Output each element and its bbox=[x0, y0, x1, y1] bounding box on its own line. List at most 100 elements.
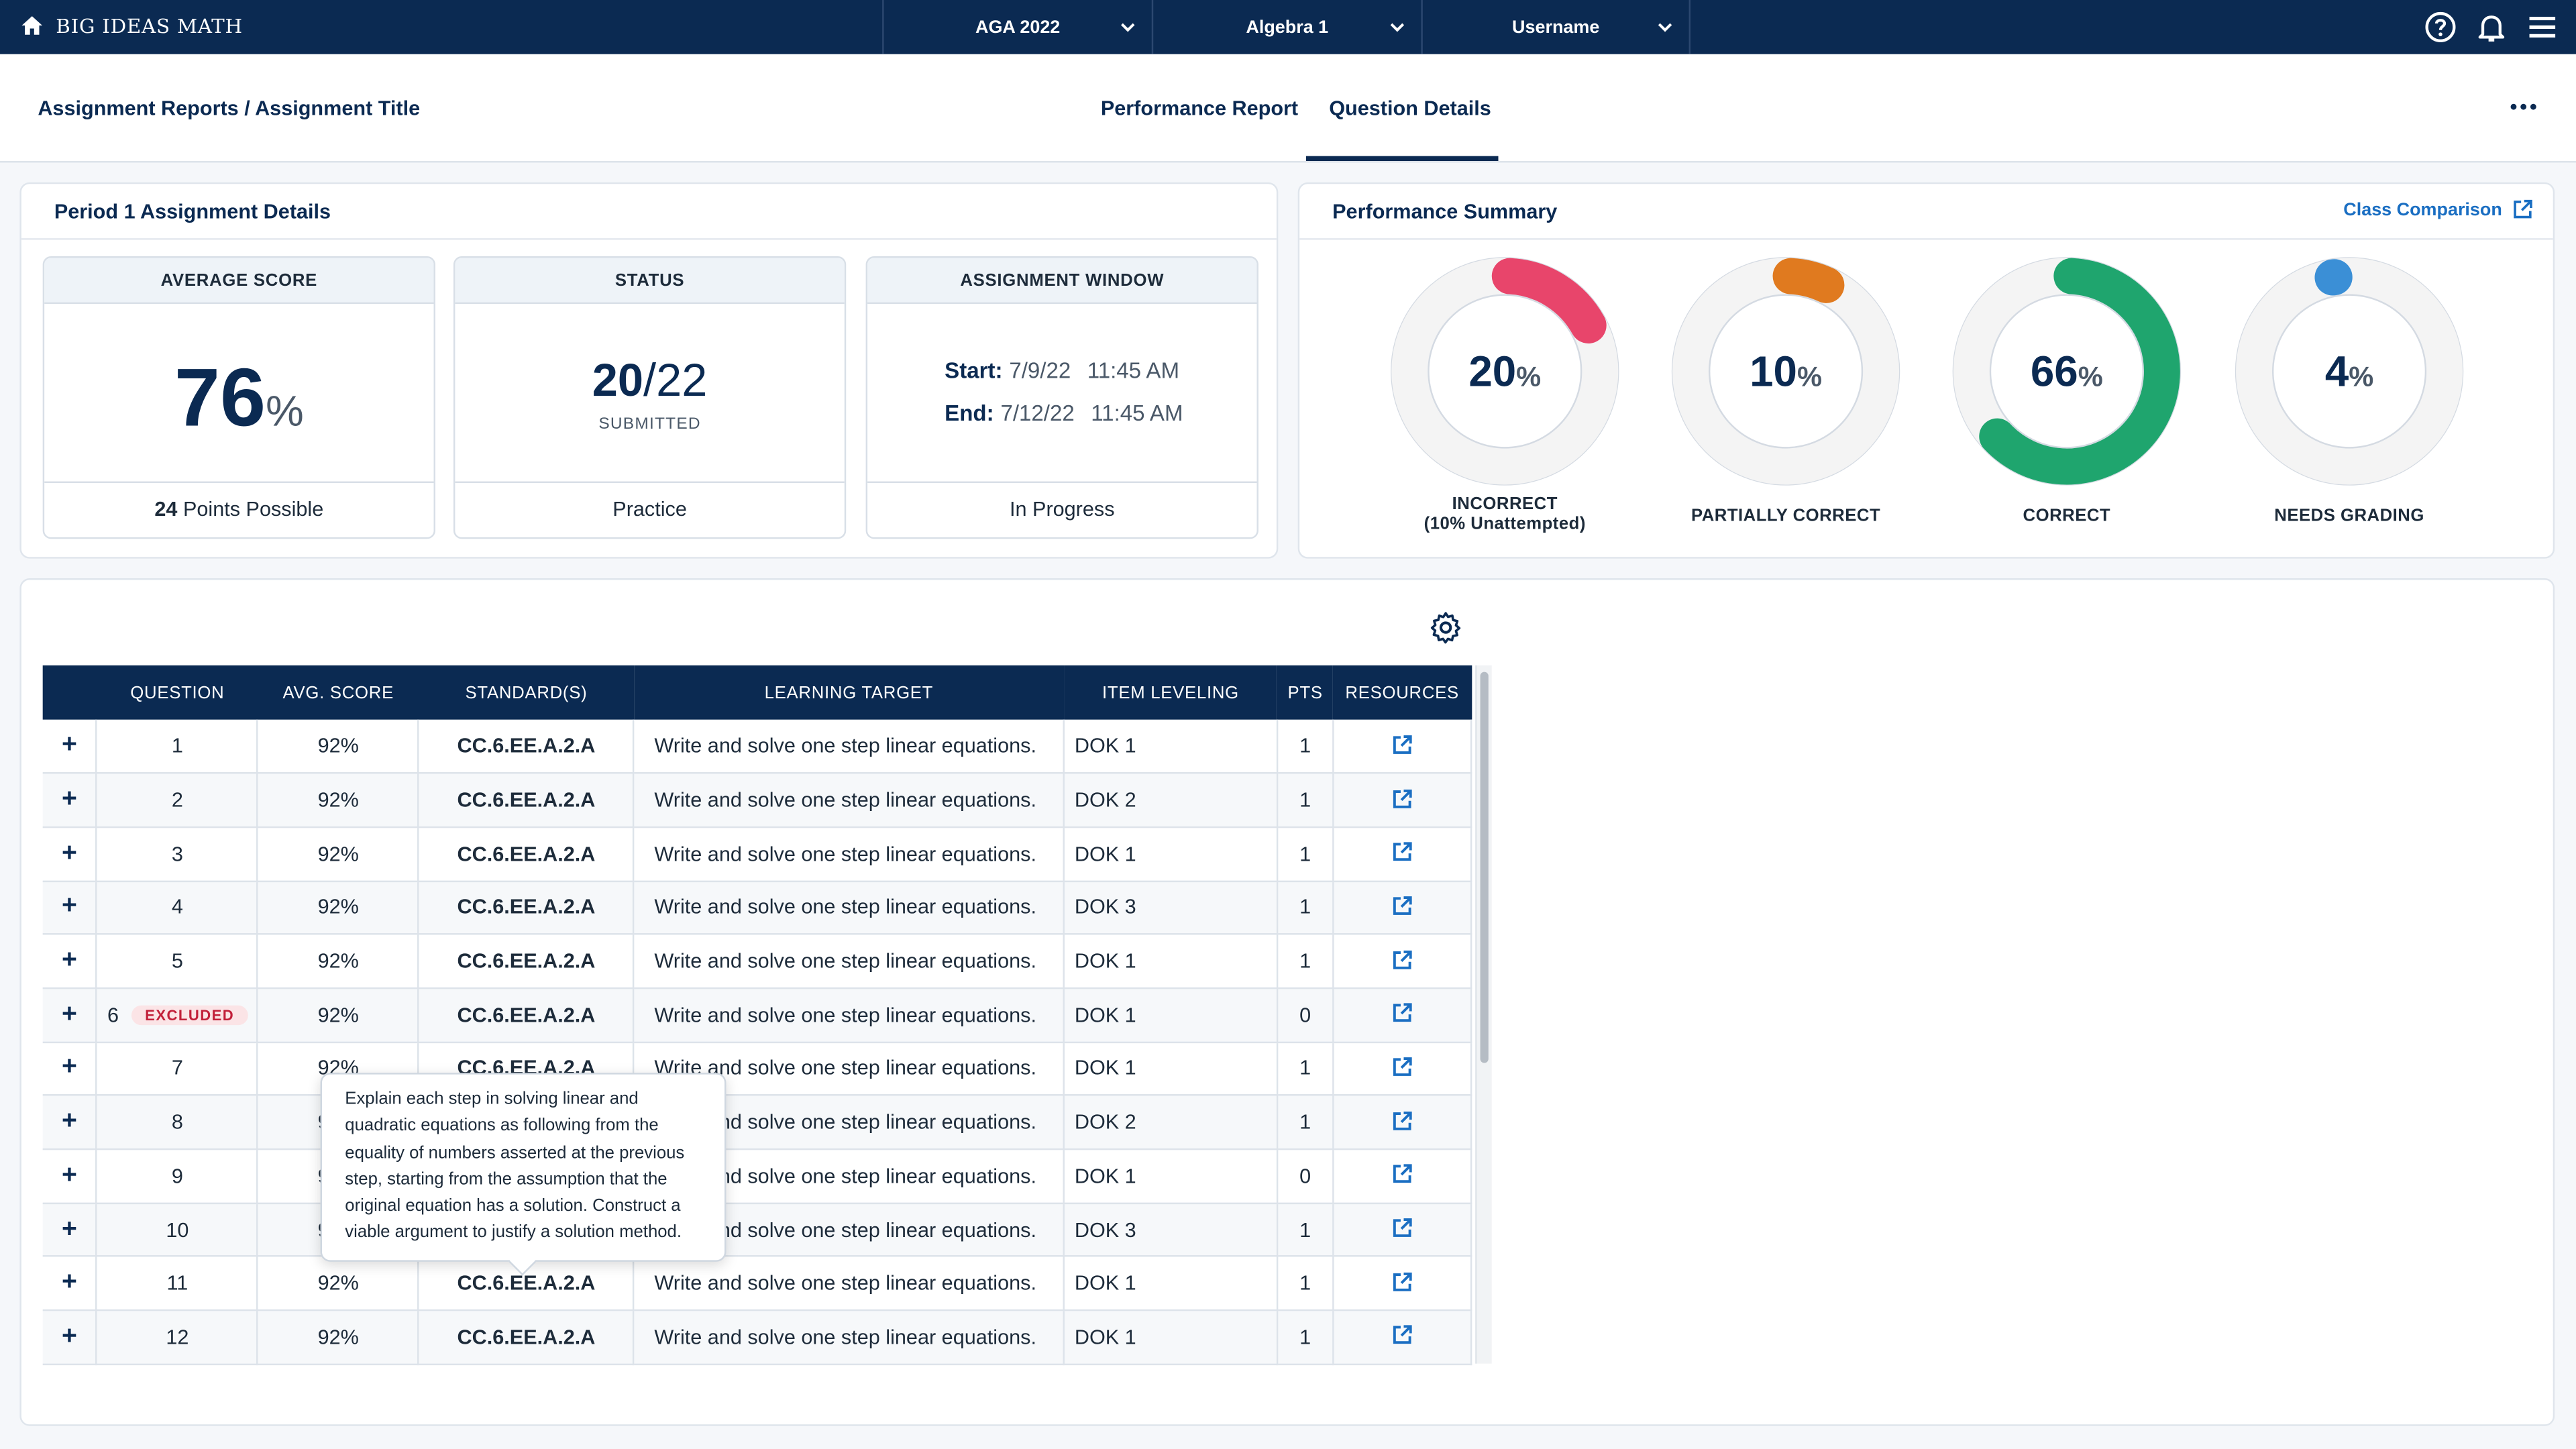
pts-cell: 1 bbox=[1277, 1256, 1334, 1311]
question-number: 2 bbox=[171, 788, 183, 812]
top-navigation-bar: BIG IDEAS MATH AGA 2022 Algebra 1 Userna… bbox=[0, 0, 2576, 54]
expand-row-button[interactable]: + bbox=[42, 826, 98, 882]
window-status: In Progress bbox=[867, 481, 1257, 537]
donut-value: 10% bbox=[1671, 347, 1901, 398]
scrollbar-thumb[interactable] bbox=[1480, 672, 1489, 1063]
expand-row-button[interactable]: + bbox=[42, 1149, 98, 1204]
start-label: Start: bbox=[945, 358, 1003, 383]
course-dropdown[interactable]: Algebra 1 bbox=[1151, 0, 1421, 54]
total-number: /22 bbox=[643, 354, 708, 406]
help-icon[interactable] bbox=[2423, 10, 2457, 44]
question-number: 11 bbox=[166, 1272, 189, 1295]
pts-cell: 1 bbox=[1277, 719, 1334, 774]
question-cell: 1 bbox=[97, 719, 259, 774]
chevron-down-icon bbox=[1658, 23, 1672, 32]
class-comparison-link[interactable]: Class Comparison bbox=[2343, 199, 2533, 220]
standard-cell[interactable]: CC.6.EE.A.2.A bbox=[419, 773, 635, 828]
expand-row-button[interactable]: + bbox=[42, 773, 98, 828]
brand-logo[interactable]: BIG IDEAS MATH bbox=[19, 13, 242, 38]
tab-question-details[interactable]: Question Details bbox=[1329, 97, 1491, 120]
resource-link[interactable] bbox=[1333, 934, 1472, 989]
question-number: 12 bbox=[166, 1326, 189, 1349]
external-link-icon bbox=[1393, 1057, 1412, 1076]
standard-cell[interactable]: CC.6.EE.A.2.A bbox=[419, 826, 635, 882]
question-column-header[interactable]: QUESTION bbox=[97, 665, 258, 720]
external-link-icon bbox=[1393, 788, 1412, 808]
resource-link[interactable] bbox=[1333, 1203, 1472, 1258]
resources-column-header: RESOURCES bbox=[1333, 665, 1472, 720]
donut-value: 20% bbox=[1390, 347, 1620, 398]
avg-score-column-header[interactable]: AVG. SCORE bbox=[258, 665, 419, 720]
submitted-count: 20/22 bbox=[455, 355, 844, 407]
question-cell: 9 bbox=[97, 1149, 259, 1204]
resource-link[interactable] bbox=[1333, 1256, 1472, 1311]
expand-row-button[interactable]: + bbox=[42, 1203, 98, 1258]
percent-sign: % bbox=[266, 386, 304, 435]
assignment-type: Practice bbox=[455, 481, 845, 537]
resource-link[interactable] bbox=[1333, 1149, 1472, 1204]
pts-column-header[interactable]: PTS bbox=[1277, 665, 1334, 720]
user-dropdown[interactable]: Username bbox=[1421, 0, 1691, 54]
donut-number: 4 bbox=[2324, 346, 2349, 396]
expand-row-button[interactable]: + bbox=[42, 880, 98, 936]
question-number: 5 bbox=[171, 949, 183, 973]
menu-icon[interactable] bbox=[2525, 10, 2559, 44]
donut-arc bbox=[1391, 258, 1619, 485]
pts-cell: 1 bbox=[1277, 826, 1334, 882]
more-options-icon[interactable] bbox=[2507, 91, 2540, 123]
resource-link[interactable] bbox=[1333, 773, 1472, 828]
item-leveling-cell: DOK 1 bbox=[1063, 987, 1279, 1043]
learning-target-column-header[interactable]: LEARNING TARGET bbox=[633, 665, 1064, 720]
table-row: +5 92% CC.6.EE.A.2.A Write and solve one st… bbox=[42, 934, 1472, 989]
resource-link[interactable] bbox=[1333, 826, 1472, 882]
table-scrollbar[interactable] bbox=[1475, 665, 1492, 1364]
resource-link[interactable] bbox=[1333, 1095, 1472, 1150]
brand-name: BIG IDEAS MATH bbox=[56, 13, 243, 38]
question-number: 8 bbox=[171, 1110, 183, 1134]
standard-cell[interactable]: CC.6.EE.A.2.A bbox=[419, 880, 635, 936]
resource-link[interactable] bbox=[1333, 880, 1472, 936]
table-row: +2 92% CC.6.EE.A.2.A Write and solve one st… bbox=[42, 773, 1472, 828]
expand-row-button[interactable]: + bbox=[42, 1041, 98, 1097]
resource-link[interactable] bbox=[1333, 987, 1472, 1043]
standard-tooltip: Explain each step in solving linear and … bbox=[320, 1073, 727, 1276]
expand-row-button[interactable]: + bbox=[42, 934, 98, 989]
program-dropdown[interactable]: AGA 2022 bbox=[882, 0, 1152, 54]
gear-icon[interactable] bbox=[1428, 610, 1464, 646]
standards-column-header[interactable]: STANDARD(S) bbox=[419, 665, 634, 720]
standard-cell[interactable]: CC.6.EE.A.2.A bbox=[419, 934, 635, 989]
external-link-icon bbox=[1393, 1165, 1412, 1183]
home-icon bbox=[21, 16, 43, 35]
tab-performance-report[interactable]: Performance Report bbox=[1100, 97, 1299, 120]
external-link-icon bbox=[1393, 842, 1412, 861]
breadcrumb[interactable]: Assignment Reports / Assignment Title bbox=[38, 97, 421, 120]
resource-link[interactable] bbox=[1333, 1310, 1472, 1365]
expand-row-button[interactable]: + bbox=[42, 1256, 98, 1311]
top-icons bbox=[2423, 10, 2559, 44]
standard-cell[interactable]: CC.6.EE.A.2.A bbox=[419, 719, 635, 774]
resource-link[interactable] bbox=[1333, 719, 1472, 774]
expand-row-button[interactable]: + bbox=[42, 1310, 98, 1365]
bell-icon[interactable] bbox=[2474, 10, 2508, 44]
external-link-icon bbox=[1393, 1111, 1412, 1130]
question-cell: 2 bbox=[97, 773, 259, 828]
avg-score-cell: 92% bbox=[258, 987, 420, 1043]
submitted-number: 20 bbox=[592, 354, 644, 406]
donut-label-text: INCORRECT bbox=[1452, 494, 1558, 515]
window-start: Start: 7/9/22 11:45 AM bbox=[945, 358, 1179, 383]
donut-ring bbox=[2235, 257, 2464, 486]
expand-row-button[interactable]: + bbox=[42, 987, 98, 1043]
avg-score-cell: 92% bbox=[258, 1256, 420, 1311]
table-header-row: QUESTION AVG. SCORE STANDARD(S) LEARNING… bbox=[42, 665, 1472, 720]
expand-row-button[interactable]: + bbox=[42, 1095, 98, 1150]
standard-cell[interactable]: CC.6.EE.A.2.A bbox=[419, 987, 635, 1043]
expand-row-button[interactable]: + bbox=[42, 719, 98, 774]
standard-cell[interactable]: CC.6.EE.A.2.A bbox=[419, 1310, 635, 1365]
item-leveling-cell: DOK 1 bbox=[1063, 1310, 1279, 1365]
item-leveling-cell: DOK 1 bbox=[1063, 1256, 1279, 1311]
average-score-card: AVERAGE SCORE 76% 24 Points Possible bbox=[42, 256, 435, 539]
item-leveling-column-header[interactable]: ITEM LEVELING bbox=[1063, 665, 1278, 720]
resource-link[interactable] bbox=[1333, 1041, 1472, 1097]
question-details-panel: QUESTION AVG. SCORE STANDARD(S) LEARNING… bbox=[19, 578, 2555, 1426]
external-link-icon bbox=[1393, 950, 1412, 969]
